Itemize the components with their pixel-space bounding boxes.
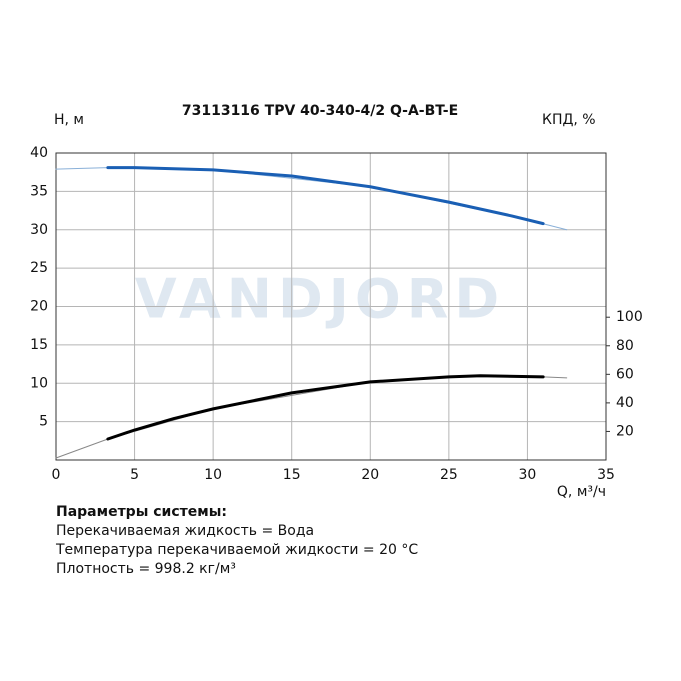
curve — [106, 166, 545, 226]
y-tick-label: 5 — [39, 414, 48, 430]
y2-tick-label: 80 — [616, 338, 634, 354]
y2-axis-label: КПД, % — [542, 112, 596, 128]
y-tick-label: 15 — [30, 337, 48, 353]
y2-tick-label: 40 — [616, 395, 634, 411]
curve — [55, 167, 568, 231]
y-axis-label: H, м — [54, 112, 84, 128]
y2-tick-label: 60 — [616, 366, 634, 382]
y2-tick-label: 100 — [616, 309, 643, 325]
y-tick-label: 30 — [30, 222, 48, 238]
x-axis-label: Q, м³/ч — [557, 484, 606, 500]
y2-tick-label: 20 — [616, 423, 634, 439]
curve — [106, 374, 545, 441]
parameter: Перекачиваемая жидкость = Вода — [56, 523, 314, 539]
x-tick-label: 25 — [440, 467, 458, 483]
x-tick-label: 15 — [283, 467, 301, 483]
y-tick-label: 20 — [30, 299, 48, 315]
y-tick-label: 35 — [30, 183, 48, 199]
y-tick-label: 40 — [30, 145, 48, 161]
watermark: VANDJORD — [135, 268, 505, 331]
x-tick-label: 20 — [361, 467, 379, 483]
x-tick-label: 35 — [597, 467, 615, 483]
x-tick-label: 0 — [52, 467, 61, 483]
y-tick-label: 10 — [30, 375, 48, 391]
x-tick-label: 5 — [130, 467, 139, 483]
parameter: Плотность = 998.2 кг/м³ — [56, 561, 236, 577]
plot-frame — [55, 152, 607, 461]
parameter: Температура перекачиваемой жидкости = 20… — [55, 542, 418, 558]
chart-title: 73113116 TPV 40-340-4/2 Q-A-BT-E — [182, 103, 458, 119]
parameters-heading: Параметры системы: — [56, 504, 227, 520]
x-tick-label: 10 — [204, 467, 222, 483]
x-tick-label: 30 — [519, 467, 537, 483]
curve — [55, 375, 568, 459]
y-tick-label: 25 — [30, 260, 48, 276]
